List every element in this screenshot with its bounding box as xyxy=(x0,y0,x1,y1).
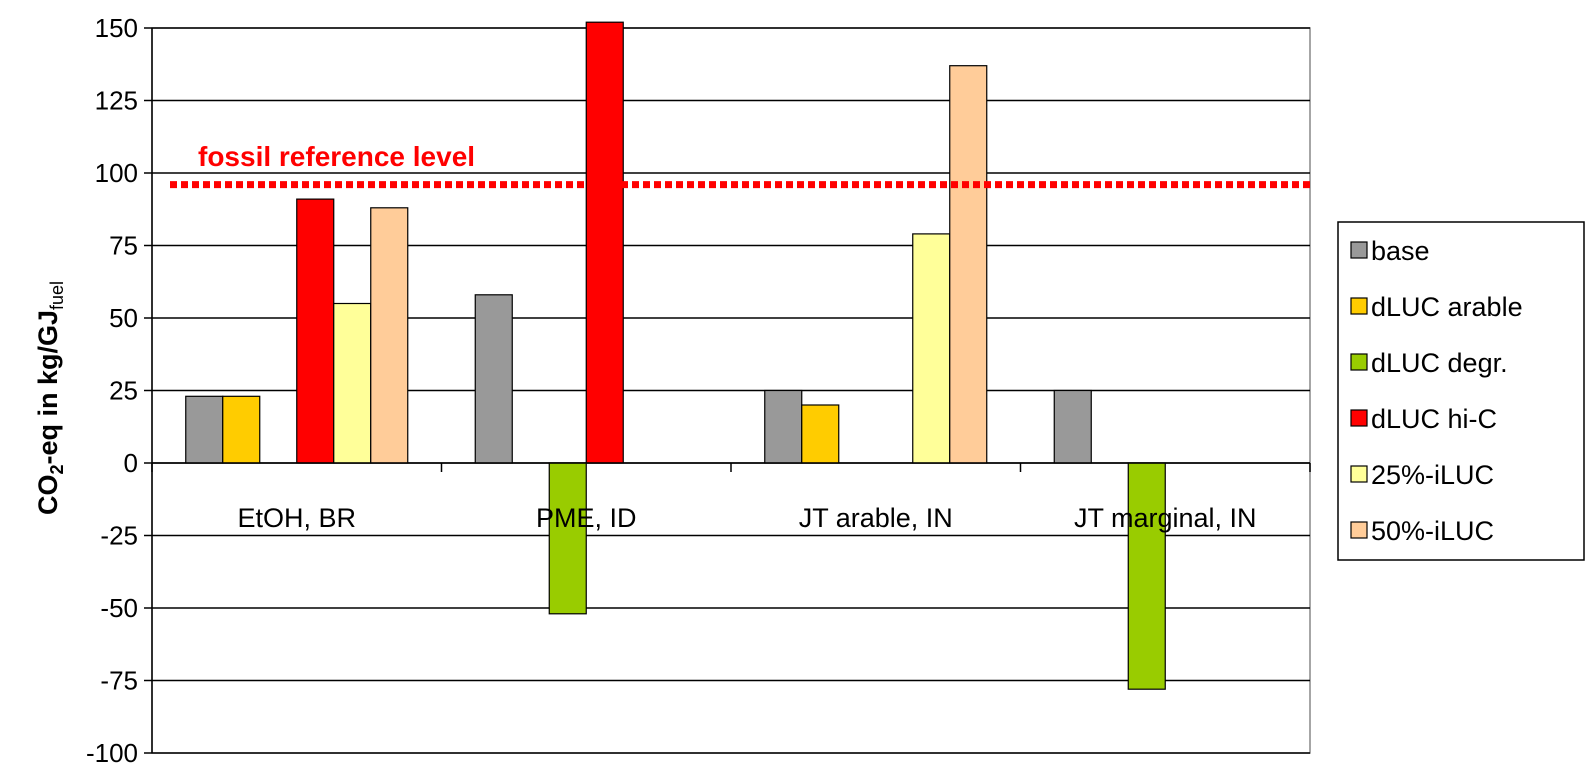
legend-swatch xyxy=(1350,409,1368,427)
bar-50-iluc xyxy=(949,65,988,464)
bar-base xyxy=(474,294,513,464)
legend-box xyxy=(1337,221,1585,561)
y-tick-label: -25 xyxy=(100,521,138,551)
legend-swatch xyxy=(1350,241,1368,259)
bar-dluc-hi-c xyxy=(585,21,624,464)
bar-dluc-degr xyxy=(1127,462,1166,690)
bar-50-iluc xyxy=(370,207,409,464)
fossil-reference-label: fossil reference level xyxy=(198,141,475,172)
y-tick-label: 150 xyxy=(95,13,138,43)
y-tick-label: 125 xyxy=(95,86,138,116)
legend-swatch xyxy=(1350,297,1368,315)
legend-item-label: 50%-iLUC xyxy=(1371,516,1494,546)
bar-base xyxy=(764,389,803,464)
legend-item-label: base xyxy=(1371,236,1430,266)
y-axis-label-main: CO xyxy=(33,475,63,516)
bar-dluc-arable xyxy=(801,404,840,464)
y-tick-label: 25 xyxy=(109,376,138,406)
bar-base xyxy=(185,395,224,464)
legend-item-label: dLUC arable xyxy=(1371,292,1523,322)
category-label: JT marginal, IN xyxy=(1074,503,1257,533)
y-axis-label-sub: 2 xyxy=(47,465,67,475)
bar-25-iluc xyxy=(333,302,372,464)
legend-swatch xyxy=(1350,521,1368,539)
y-tick-label: 100 xyxy=(95,158,138,188)
y-tick-label: 0 xyxy=(124,448,138,478)
category-label: PME, ID xyxy=(536,503,637,533)
bar-dluc-hi-c xyxy=(296,198,335,464)
legend-item-label: 25%-iLUC xyxy=(1371,460,1494,490)
category-label: JT arable, IN xyxy=(799,503,953,533)
legend: base dLUC arable dLUC degr. dLUC hi-C 25%-iL… xyxy=(1337,221,1585,561)
legend-swatch xyxy=(1350,353,1368,371)
category-label: EtOH, BR xyxy=(237,503,356,533)
y-tick-label: 50 xyxy=(109,303,138,333)
legend-item-label: dLUC hi-C xyxy=(1371,404,1497,434)
y-tick-label: -50 xyxy=(100,593,138,623)
y-axis-label-rest: -eq in kg/GJ xyxy=(33,310,63,465)
y-tick-label: -75 xyxy=(100,666,138,696)
y-tick-label: 75 xyxy=(109,231,138,261)
bar-dluc-degr xyxy=(548,462,587,615)
svg-text:CO2-eq in kg/GJfuel: CO2-eq in kg/GJfuel xyxy=(33,281,67,515)
bar-dluc-arable xyxy=(222,395,261,464)
legend-item-label: dLUC degr. xyxy=(1371,348,1508,378)
y-tick-label: -100 xyxy=(86,738,138,768)
y-axis-label-sub2: fuel xyxy=(47,281,67,310)
bar-25-iluc xyxy=(912,233,951,464)
y-axis-label: CO2-eq in kg/GJfuel xyxy=(33,281,67,515)
legend-swatch xyxy=(1350,465,1368,483)
bar-base xyxy=(1053,389,1092,464)
